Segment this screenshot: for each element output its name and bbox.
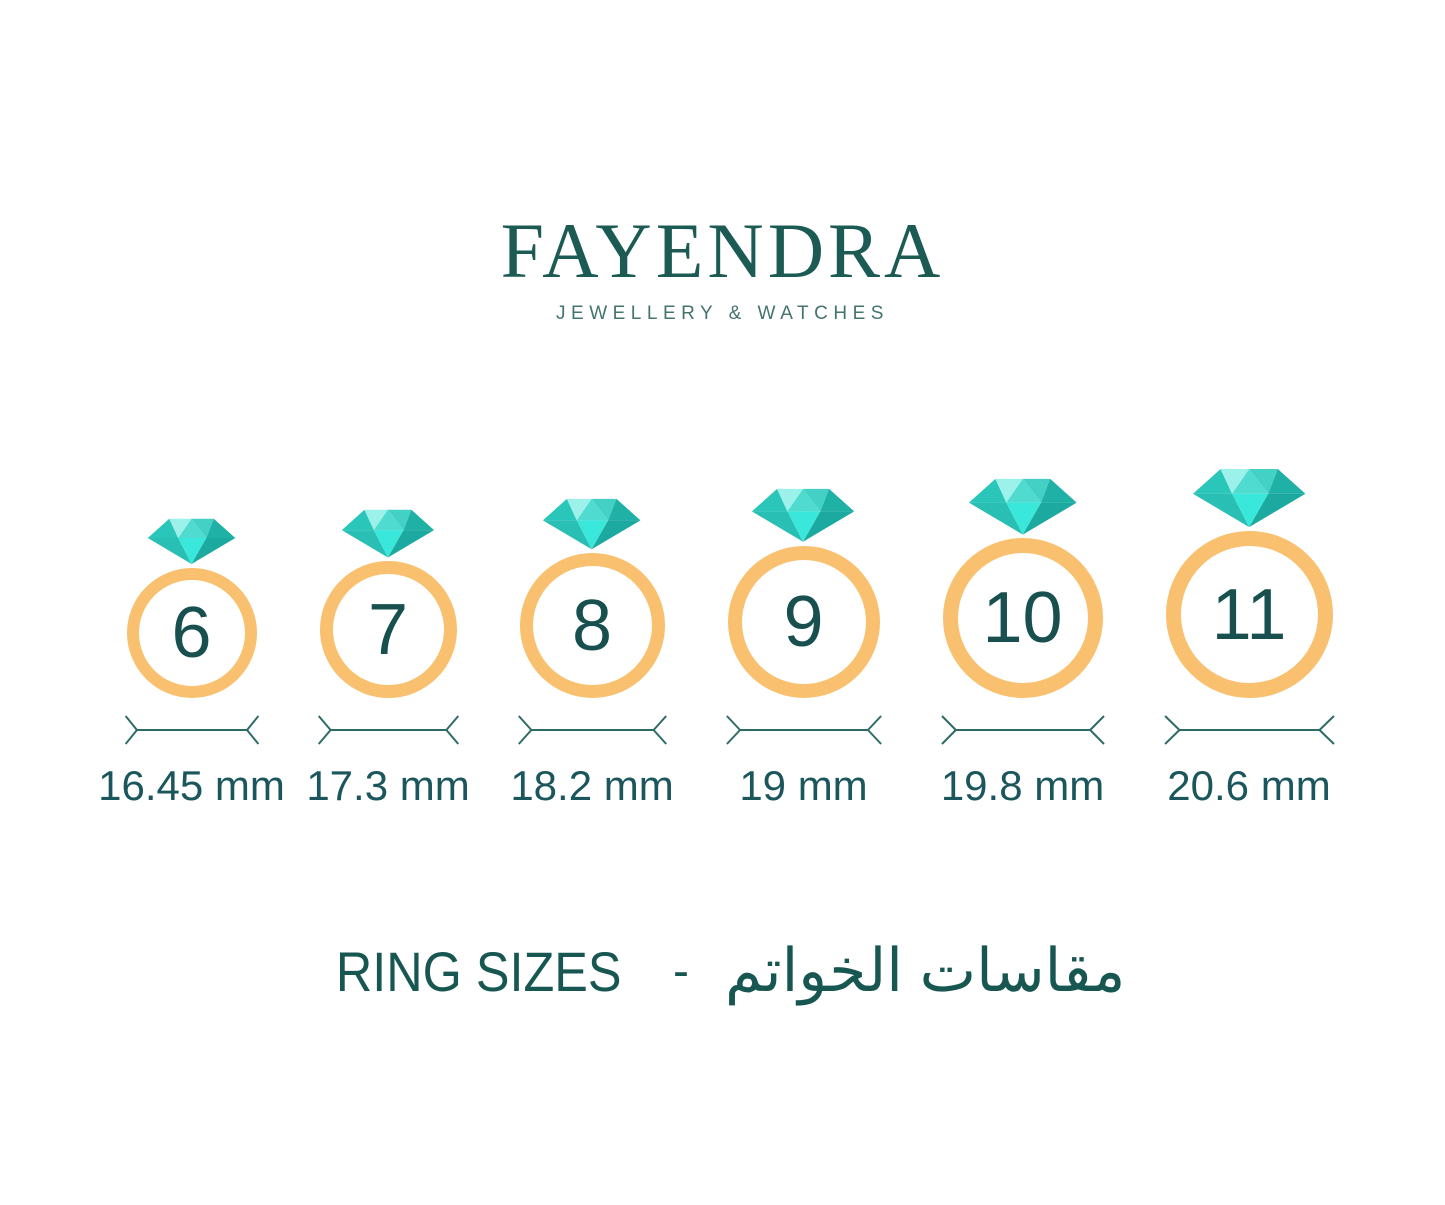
ring-size-7: 7 17.3 mm <box>306 509 470 809</box>
diamond-icon <box>341 509 435 558</box>
diameter-dimension-line <box>725 715 882 746</box>
diamond-icon <box>147 519 236 565</box>
ring-size-9: 9 19 mm <box>725 488 882 810</box>
ring-size-11: 11 20.6 mm <box>1163 468 1335 810</box>
ring-size-number: 6 <box>171 593 212 674</box>
ring-band: 8 <box>519 553 665 699</box>
diamond-icon <box>1192 468 1306 528</box>
diamond-icon <box>752 489 855 543</box>
diameter-dimension-line <box>1163 715 1335 746</box>
page-title: RING SIZES - مقاسات الخواتم <box>0 936 1445 1006</box>
diamond-icon <box>543 498 641 550</box>
ring-band: 7 <box>319 561 457 699</box>
ring-band: 6 <box>126 568 257 699</box>
title-separator: - <box>672 944 689 998</box>
ring-size-number: 7 <box>367 589 409 670</box>
rings-row: 6 16.45 mm 7 17.3 mm 8 18.2 mm 9 <box>7 468 1445 809</box>
ring-diameter-label: 20.6 mm <box>1167 762 1331 810</box>
ring-band: 11 <box>1165 531 1333 699</box>
ring-size-6: 6 16.45 mm <box>98 518 285 809</box>
brand-logo-text: FAYENDRA <box>500 207 945 294</box>
ring-diameter-label: 17.3 mm <box>306 762 470 810</box>
diameter-dimension-line <box>317 715 459 746</box>
diameter-dimension-line <box>940 715 1105 746</box>
title-arabic: مقاسات الخواتم <box>724 937 1126 1004</box>
ring-diameter-label: 19.8 mm <box>940 762 1105 810</box>
ring-diameter-label: 19 mm <box>739 762 868 810</box>
ring-size-number: 9 <box>783 582 824 663</box>
ring-band: 10 <box>942 538 1103 699</box>
ring-size-number: 11 <box>1211 574 1287 655</box>
brand-tagline: JEWELLERY & WATCHES <box>556 303 889 324</box>
ring-size-number: 8 <box>571 585 613 666</box>
ring-size-8: 8 18.2 mm <box>510 498 674 809</box>
diameter-dimension-line <box>517 715 667 746</box>
ring-diameter-label: 18.2 mm <box>510 762 674 810</box>
title-english: RING SIZES <box>335 939 622 1003</box>
ring-size-number: 10 <box>982 578 1063 659</box>
ring-band: 9 <box>727 546 880 699</box>
diameter-dimension-line <box>124 715 259 746</box>
brand-header: FAYENDRA JEWELLERY & WATCHES <box>0 212 1445 325</box>
ring-diameter-label: 16.45 mm <box>98 762 285 810</box>
diamond-icon <box>968 478 1077 535</box>
ring-size-10: 10 19.8 mm <box>940 478 1105 810</box>
